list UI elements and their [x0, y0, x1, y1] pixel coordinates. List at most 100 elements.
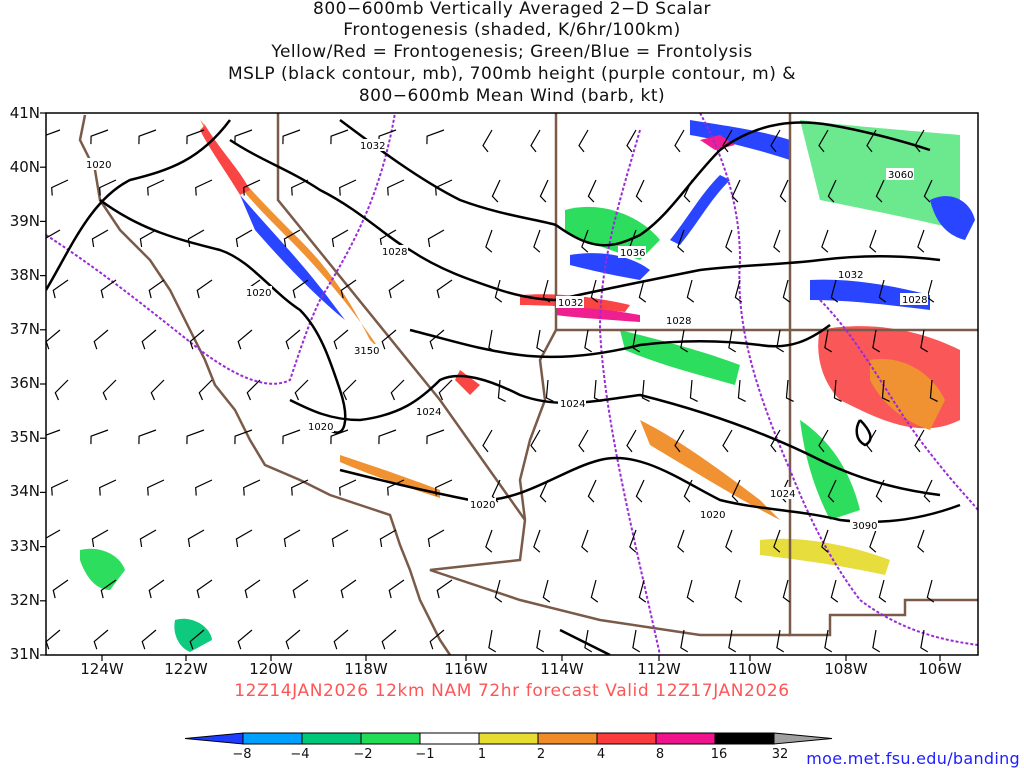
wind-barb [917, 529, 925, 553]
wind-barb [581, 229, 589, 253]
wind-barb [722, 429, 733, 453]
wind-barb [93, 629, 109, 650]
wind-barb [833, 379, 842, 403]
wind-barb [141, 329, 157, 350]
wind-barb [920, 629, 929, 653]
wind-barb [426, 429, 445, 445]
mslp-label: 1032 [556, 296, 584, 309]
wind-barb [821, 229, 829, 253]
wind-barb [626, 429, 637, 453]
svg-text:3090: 3090 [852, 521, 877, 532]
svg-text:1028: 1028 [666, 316, 691, 327]
wind-barb [638, 279, 647, 303]
wind-barb [429, 329, 445, 350]
wind-barb [494, 579, 503, 603]
mslp-label: 1020 [306, 420, 334, 433]
wind-barb [390, 379, 405, 401]
lat-label: 32N [9, 591, 40, 609]
lat-label: 41N [9, 104, 40, 122]
wind-barb [635, 479, 645, 503]
wind-barb [246, 379, 261, 401]
lon-label: 122W [164, 660, 208, 678]
wind-barb [674, 129, 685, 153]
wind-barb [285, 329, 301, 350]
colorbar-segment [596, 732, 657, 745]
wind-barb [482, 129, 493, 153]
wind-barb [243, 479, 261, 496]
wind-barb [150, 379, 165, 401]
mslp-label: 1028 [664, 314, 692, 327]
lon-label: 120W [249, 660, 293, 678]
wind-barb [923, 479, 933, 503]
colorbar-tick: 4 [596, 747, 606, 762]
wind-barb [785, 379, 794, 403]
wind-barb [187, 529, 205, 547]
contour-labels: 1032 1020 1028 1036 1032 1028 1032 1028 … [84, 139, 928, 532]
wind-barb [147, 479, 165, 496]
svg-text:1020: 1020 [308, 422, 333, 433]
wind-barb [818, 129, 829, 153]
wind-barb [187, 229, 205, 247]
wind-barb [773, 229, 781, 253]
wind-barb [291, 179, 309, 196]
wind-barb [542, 579, 551, 603]
lon-label: 116W [444, 660, 488, 678]
wind-barb [141, 629, 157, 650]
wind-barb [776, 329, 785, 353]
mslp-label: 1028 [380, 245, 408, 258]
wind-barb [46, 229, 61, 247]
colorbar-segment [537, 732, 598, 745]
wind-barb [485, 229, 493, 253]
wind-barb [189, 629, 205, 650]
wind-barb [629, 529, 637, 553]
wind-barb [782, 279, 791, 303]
wind-barb [189, 329, 205, 350]
colorbar-tick: −1 [415, 747, 435, 762]
wind-barb [686, 579, 695, 603]
wind-barb [388, 279, 405, 299]
wind-barb [590, 279, 599, 303]
source-link[interactable]: moe.met.fsu.edu/banding [806, 749, 1020, 768]
lat-label: 33N [9, 537, 40, 555]
wind-barb [148, 579, 165, 599]
wind-barb [578, 429, 589, 453]
wind-barb [52, 579, 69, 599]
colorbar-tick: −2 [353, 747, 373, 762]
wind-barb [54, 379, 69, 401]
svg-text:1024: 1024 [416, 407, 441, 418]
wind-barb [186, 429, 205, 445]
wind-barb [100, 279, 117, 299]
wind-barb [926, 279, 935, 303]
lon-label: 118W [344, 660, 388, 678]
wind-barb [196, 579, 213, 599]
wind-barb [186, 129, 205, 145]
wind-barb [379, 529, 397, 547]
wind-barb [674, 429, 685, 453]
colorbar-segment [184, 732, 244, 745]
wind-barb [91, 529, 109, 547]
wind-barb [195, 179, 213, 196]
wind-barb [689, 379, 698, 403]
colorbar-tick: −8 [232, 747, 252, 762]
colorbar-tick: 32 [771, 747, 789, 762]
wind-barb [530, 429, 541, 453]
svg-text:1032: 1032 [360, 141, 385, 152]
wind-barb [333, 329, 349, 350]
wind-barb [869, 529, 877, 553]
wind-barb [920, 329, 929, 353]
colorbar-segment [714, 732, 775, 745]
wind-barb [875, 479, 885, 503]
mslp-contours [46, 118, 961, 655]
wind-barb [339, 479, 357, 496]
wind-barb [872, 629, 881, 653]
wind-barb [830, 579, 839, 603]
wind-barb [46, 629, 61, 650]
wind-barb [824, 629, 833, 653]
wind-barbs [46, 129, 938, 653]
wind-barb [139, 529, 157, 547]
wind-barb [379, 229, 397, 247]
wind-barb [243, 179, 261, 196]
wind-barb [923, 179, 933, 203]
wind-barb [244, 579, 261, 599]
